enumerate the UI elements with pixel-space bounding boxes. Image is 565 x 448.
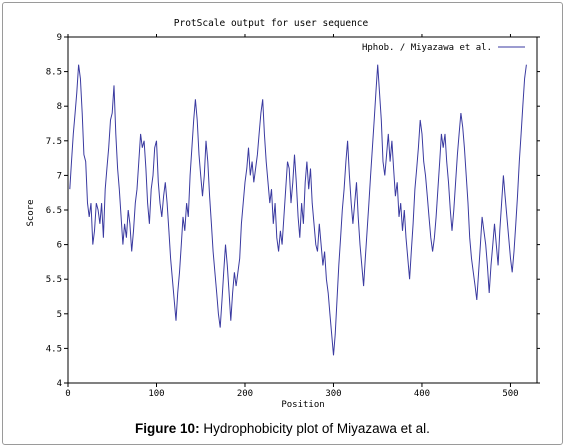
caption-label: Figure 10: <box>135 421 200 436</box>
x-tick-label: 100 <box>148 389 164 399</box>
y-tick-label: 9 <box>57 33 62 43</box>
x-tick-label: 400 <box>414 389 430 399</box>
y-tick-label: 6 <box>57 241 62 251</box>
y-tick-label: 8.5 <box>46 68 62 78</box>
y-tick-label: 4.5 <box>46 344 62 354</box>
series-line-1 <box>69 64 527 356</box>
figure-caption: Figure 10: Hydrophobicity plot of Miyaza… <box>0 421 565 436</box>
x-tick-label: 300 <box>325 389 341 399</box>
x-tick-label: 500 <box>502 389 518 399</box>
y-tick-label: 5 <box>57 310 62 320</box>
caption-text: Hydrophobicity plot of Miyazawa et al. <box>203 421 430 436</box>
legend-label: Hphob. / Miyazawa et al. <box>362 43 492 53</box>
x-tick-label: 200 <box>237 389 253 399</box>
y-axis-label: Score <box>26 199 36 226</box>
y-tick-label: 6.5 <box>46 206 62 216</box>
chart: ProtScale output for user sequence 4 4.5 5… <box>26 18 540 410</box>
y-tick-label: 4 <box>57 379 62 389</box>
y-tick-label: 5.5 <box>46 275 62 285</box>
y-tick-label: 7.5 <box>46 137 62 147</box>
y-tick-label: 8 <box>57 102 62 112</box>
chart-title: ProtScale output for user sequence <box>174 18 369 29</box>
x-tick-label: 0 <box>65 389 70 399</box>
y-tick-label: 7 <box>57 171 62 181</box>
legend: Hphob. / Miyazawa et al. <box>362 43 525 53</box>
plot-area: 4 4.5 5 5.5 6 6.5 7 7.5 8 8.5 9 0 100 200 300 400 500 <box>46 33 540 399</box>
x-axis-label: Position <box>281 400 324 410</box>
